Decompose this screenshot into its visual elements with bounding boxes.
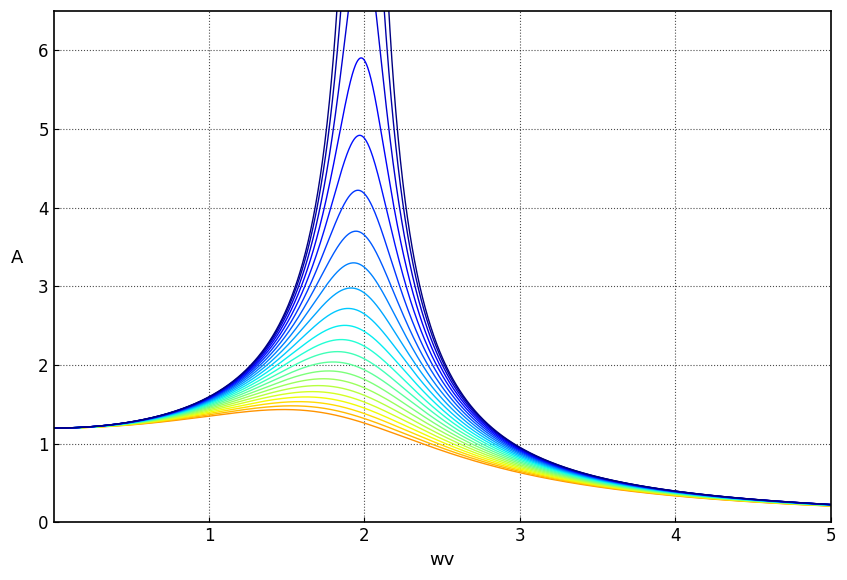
X-axis label: wv: wv (429, 551, 455, 569)
Y-axis label: A: A (11, 249, 24, 267)
